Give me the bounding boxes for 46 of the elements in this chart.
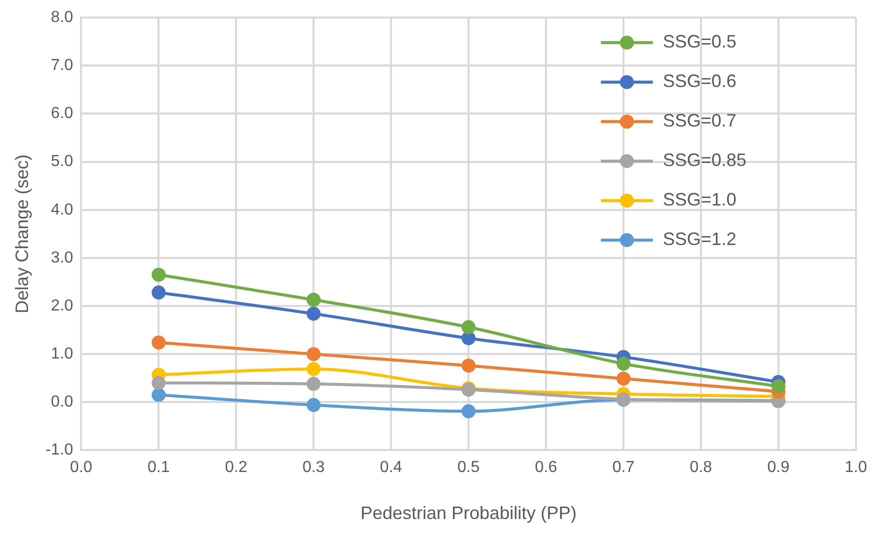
y-tick-label: 4.0 — [50, 201, 74, 218]
point — [306, 292, 321, 307]
x-tick-label: 0.5 — [457, 459, 480, 476]
point — [616, 356, 630, 371]
legend-label: SSG=0.6 — [662, 71, 736, 92]
x-tick-label: 0.0 — [70, 459, 92, 476]
x-tick-label: 0.7 — [612, 459, 635, 476]
x-tick-label: 1.0 — [844, 459, 868, 476]
y-tick-label: 1.0 — [50, 345, 74, 362]
point — [462, 404, 476, 418]
point — [152, 336, 166, 350]
legend-label: SSG=0.7 — [662, 110, 736, 131]
x-tick-label: 0.2 — [224, 459, 248, 476]
point — [152, 388, 166, 402]
x-tick-label: 0.4 — [380, 459, 402, 476]
x-tick-label: 0.3 — [302, 459, 325, 476]
y-tick-label: 3.0 — [50, 249, 74, 266]
y-tick-label: 6.0 — [50, 105, 74, 122]
legend-label: SSG=0.85 — [662, 150, 746, 170]
y-tick-label: 0.0 — [50, 394, 74, 411]
point — [462, 320, 476, 334]
point — [306, 362, 321, 376]
point — [306, 306, 321, 321]
legend-label: SSG=1.0 — [662, 190, 736, 210]
legend-label: SSG=0.5 — [662, 32, 736, 52]
point — [306, 398, 321, 412]
x-tick-label: 0.8 — [690, 459, 712, 476]
point — [152, 268, 166, 282]
x-axis-title: Pedestrian Probability (PP) — [360, 503, 577, 524]
x-tick-label: 0.6 — [534, 459, 558, 476]
point — [462, 358, 476, 373]
y-axis-title: Delay Change (sec) — [12, 154, 32, 314]
y-tick-label: 8.0 — [50, 9, 74, 26]
point — [306, 376, 321, 391]
x-tick-label: 0.9 — [767, 459, 790, 476]
x-tick-label: 0.1 — [148, 459, 170, 476]
point — [152, 286, 166, 300]
y-tick-label: -1.0 — [46, 442, 74, 459]
legend-label: SSG=1.2 — [662, 229, 736, 250]
y-tick-label: 2.0 — [50, 297, 74, 314]
point — [306, 347, 321, 362]
y-tick-label: 7.0 — [50, 57, 74, 74]
y-tick-label: 5.0 — [50, 153, 74, 170]
point — [616, 372, 630, 386]
point — [771, 379, 786, 394]
point — [152, 376, 166, 390]
